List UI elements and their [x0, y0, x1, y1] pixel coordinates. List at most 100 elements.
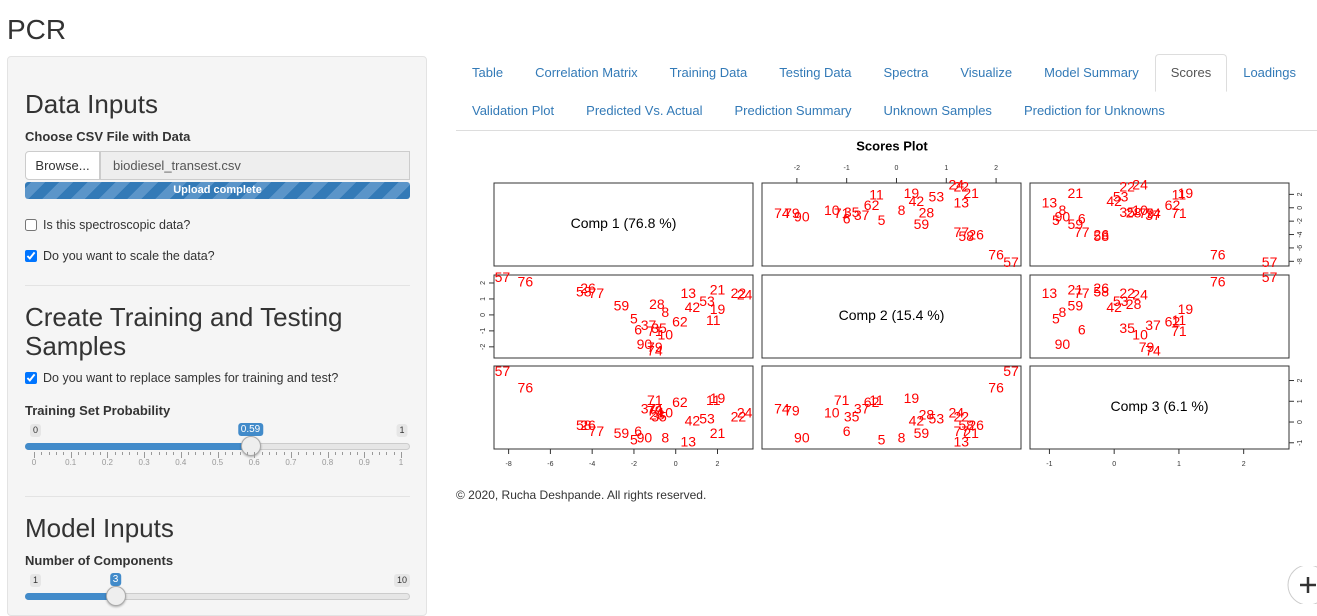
divider — [25, 496, 410, 497]
tab[interactable]: Scores — [1154, 54, 1228, 92]
score-point: 57 — [1003, 363, 1019, 379]
slider-minor-tick — [334, 452, 336, 455]
slider-minor-tick — [114, 452, 116, 455]
checkbox-row: Is this spectroscopic data? — [25, 218, 190, 232]
checkbox[interactable] — [25, 250, 37, 262]
slider-handle[interactable] — [240, 436, 261, 456]
score-point: 71 — [834, 205, 850, 221]
score-point: 6 — [1078, 322, 1086, 338]
score-point: 37 — [854, 400, 870, 416]
tab[interactable]: Validation Plot — [472, 103, 555, 118]
score-point: 42 — [909, 413, 925, 429]
score-point: 76 — [518, 380, 534, 396]
score-point: 26 — [968, 417, 984, 433]
slider-tick-label: 0.6 — [248, 458, 260, 467]
score-point: 10 — [657, 404, 673, 420]
slider-minor-tick — [246, 452, 248, 455]
slider-tick — [401, 452, 402, 458]
score-point: 10 — [1132, 326, 1148, 342]
axis-tick-label: 2 — [994, 165, 998, 172]
panel-frame — [493, 182, 754, 267]
slider-minor-tick — [356, 452, 358, 455]
score-point: 59 — [914, 425, 930, 441]
slider-tick — [290, 452, 292, 458]
checkbox[interactable] — [25, 219, 37, 231]
score-point: 74 — [647, 342, 663, 358]
slider-minor-tick — [386, 452, 388, 455]
score-point: 28 — [649, 407, 665, 423]
slider-minor-tick — [173, 452, 175, 455]
score-point: 58 — [958, 417, 974, 433]
add-button[interactable] — [1286, 566, 1317, 604]
axis-tick-label: 0 — [1112, 461, 1116, 468]
score-point: 21 — [710, 282, 726, 298]
score-point: 19 — [904, 185, 920, 201]
score-point: 57 — [495, 269, 511, 285]
score-point: 42 — [1106, 299, 1122, 315]
score-point: 37 — [1145, 317, 1161, 333]
tab[interactable]: Loadings — [1243, 65, 1296, 80]
axis-tick-label: -1 — [1297, 440, 1304, 446]
panel-frame — [761, 274, 1022, 359]
score-point: 8 — [1058, 202, 1066, 218]
tab[interactable]: Prediction for Unknowns — [1023, 103, 1165, 118]
sidebar — [7, 56, 427, 616]
score-point: 35 — [844, 204, 860, 220]
slider-handle[interactable] — [105, 586, 126, 606]
score-point: 8 — [661, 304, 669, 320]
slider-label: Training Set Probability — [25, 403, 171, 418]
score-point: 24 — [1132, 176, 1148, 192]
score-point: 76 — [1210, 274, 1226, 290]
score-point: 57 — [495, 363, 511, 379]
plot-title: Scores Plot — [856, 138, 928, 153]
score-point: 10 — [657, 326, 673, 342]
score-point: 53 — [929, 188, 945, 204]
slider-minor-tick — [202, 452, 204, 455]
browse-button[interactable]: Browse... — [25, 151, 100, 180]
tab[interactable]: Model Summary — [1044, 65, 1139, 80]
score-point: 76 — [518, 274, 534, 290]
slider-tick-label: 0.4 — [175, 458, 187, 467]
slider-minor-tick — [298, 452, 300, 455]
score-point: 21 — [963, 185, 979, 201]
slider-minor-tick — [136, 452, 138, 455]
axis-tick-label: -1 — [1046, 461, 1052, 468]
slider-minor-tick — [342, 452, 344, 455]
score-point: 58 — [576, 283, 592, 299]
slider-minor-tick — [224, 452, 226, 455]
score-point: 62 — [1165, 197, 1181, 213]
score-point: 6 — [634, 322, 642, 338]
tab[interactable]: Training Data — [669, 65, 748, 80]
axis-tick-label: 0 — [895, 165, 899, 172]
tab[interactable]: Visualize — [960, 65, 1013, 80]
axis-tick-label: -1 — [480, 328, 487, 334]
app-title: PCR — [7, 14, 67, 45]
panel-frame — [761, 182, 1022, 267]
slider-tick — [34, 452, 35, 458]
tab[interactable]: Unknown Samples — [883, 103, 992, 118]
tab-bar: Table Correlation Matrix Training Data Test… — [456, 54, 1317, 131]
score-point: 24 — [737, 286, 753, 302]
checkbox[interactable] — [25, 372, 37, 384]
tab[interactable]: Spectra — [883, 65, 929, 80]
slider-minor-tick — [151, 452, 153, 455]
tab[interactable]: Testing Data — [779, 65, 852, 80]
tab[interactable]: Prediction Summary — [734, 103, 852, 118]
slider-minor-tick — [41, 452, 43, 455]
tab[interactable]: Table — [472, 65, 504, 80]
score-point: 58 — [958, 228, 974, 244]
score-point: 53 — [929, 411, 945, 427]
slider-minor-tick — [56, 452, 58, 455]
score-point: 62 — [864, 394, 880, 410]
slider-tick-label: 0.9 — [358, 458, 370, 467]
score-point: 11 — [706, 312, 721, 328]
slider-tick — [70, 452, 72, 458]
score-point: 26 — [580, 280, 596, 296]
axis-tick-label: -2 — [1297, 218, 1304, 224]
tab[interactable]: Predicted Vs. Actual — [586, 103, 703, 118]
axis-tick-label: 1 — [480, 297, 487, 301]
tab[interactable]: Correlation Matrix — [535, 65, 638, 80]
axis-tick-label: -1 — [844, 165, 850, 172]
axis-tick-label: 0 — [1297, 420, 1304, 424]
footer: © 2020, Rucha Deshpande. All rights rese… — [456, 488, 707, 502]
